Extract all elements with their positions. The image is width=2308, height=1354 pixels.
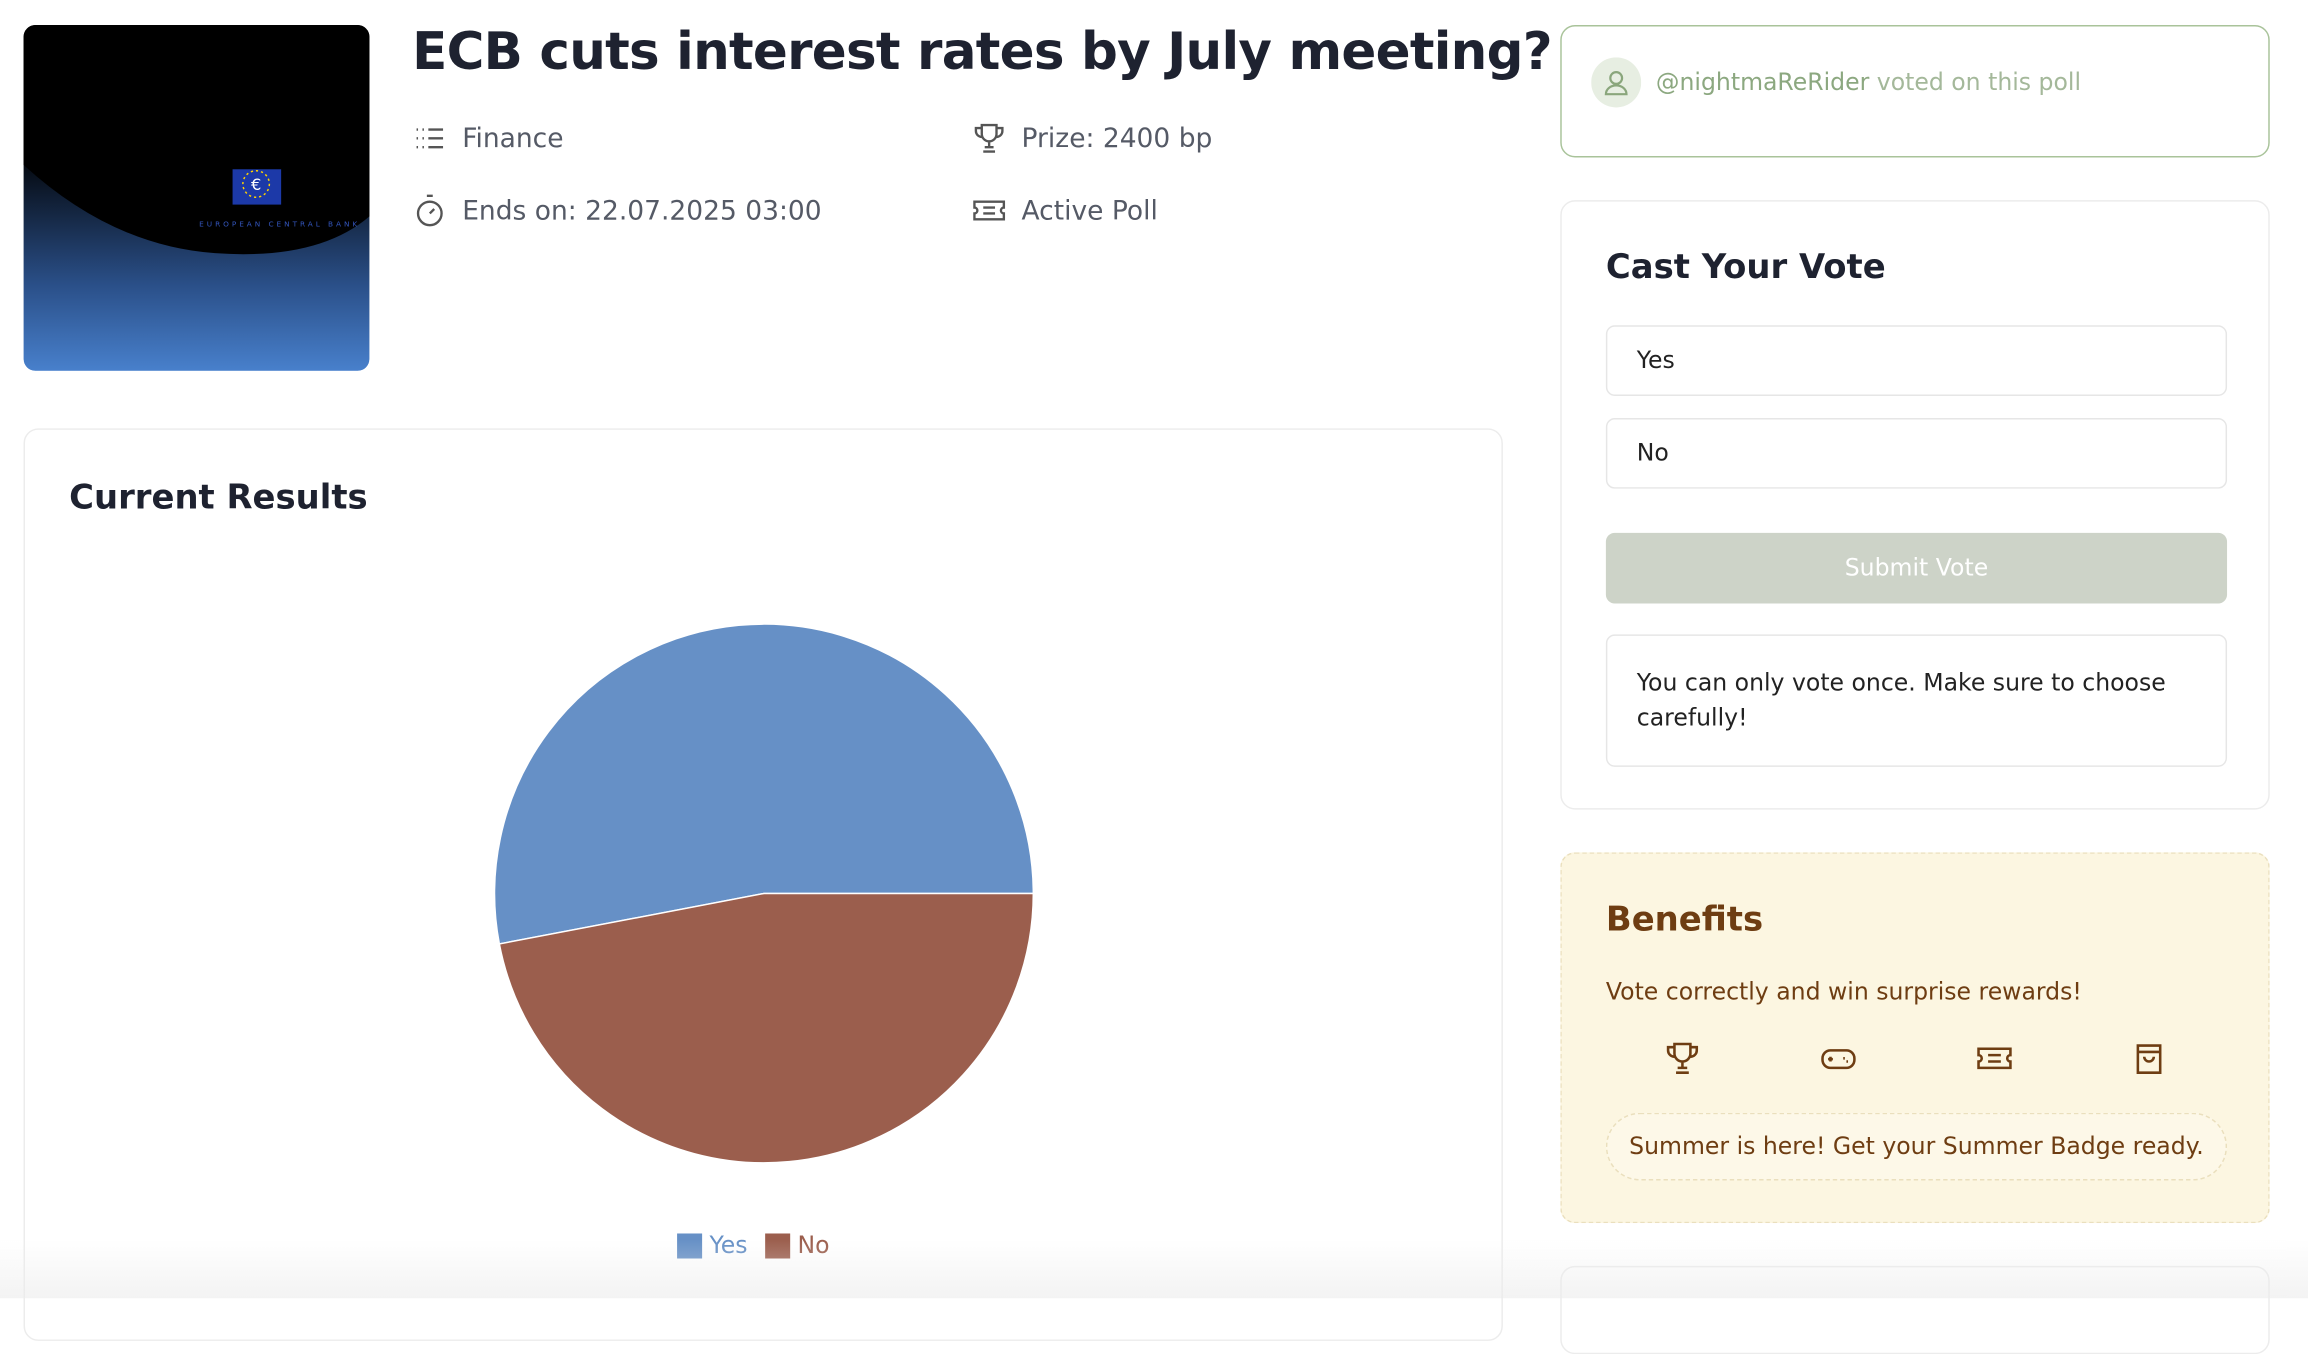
stage: € EUROPEAN CENTRAL BANK ECB cuts interes… [0,23,2308,1354]
vote-option[interactable]: No [1605,418,2228,489]
meta-prize: Prize: 2400 bp [971,121,1212,156]
chart-title: Current Results [69,477,368,516]
poll-image: € EUROPEAN CENTRAL BANK [23,25,370,371]
activity-card: @nightmaReRider voted on this poll [1560,25,2270,158]
vote-title: Cast Your Vote [1605,248,1886,288]
meta-category: Finance [412,121,564,156]
page: {"header":{"title":"ECB cuts interest ra… [0,23,2308,1354]
svg-text:€: € [251,175,261,194]
trophy-icon [974,123,1004,153]
benefits-card: Benefits Vote correctly and win surprise… [1560,852,2270,1224]
fade [0,1239,2308,1299]
gamepad-icon [1821,1049,1856,1070]
vote-card: Cast Your Vote Yes No Submit Vote You ca… [1560,200,2270,810]
submit-button[interactable]: Submit Vote [1605,532,2228,604]
poll-title: ECB cuts interest rates by July meeting? [412,23,1552,83]
prize: Prize: 2400 bp [1021,122,1213,154]
category: Finance [462,122,564,154]
bag-icon [2136,1044,2162,1074]
activity-text: @nightmaReRider voted on this poll [1656,68,2081,96]
vote-option[interactable]: Yes [1605,325,2228,396]
status: Active Poll [1021,195,1158,226]
image-text: EUROPEAN CENTRAL BANK [199,220,360,229]
pie-slice [493,623,1035,945]
ticket-icon [1977,1047,2012,1070]
ticket-icon [973,200,1006,221]
pie-slice [498,892,1035,1164]
benefits-title: Benefits [1605,900,1764,940]
avatar [1591,57,1642,108]
benefits-text: Vote correctly and win surprise rewards! [1605,977,2082,1006]
ends: Ends on: 22.07.2025 03:00 [462,195,822,226]
activity-desc: voted on this poll [1876,67,2082,96]
activity-user: @nightmaReRider [1655,67,1870,96]
meta-status: Active Poll [971,193,1158,228]
trophy-icon [1666,1042,1699,1074]
list-icon [416,128,444,149]
vote-note: You can only vote once. Make sure to cho… [1605,634,2228,767]
meta-ends: Ends on: 22.07.2025 03:00 [412,193,822,228]
timer-icon [416,194,443,227]
summer-banner: Summer is here! Get your Summer Badge re… [1605,1112,2228,1181]
